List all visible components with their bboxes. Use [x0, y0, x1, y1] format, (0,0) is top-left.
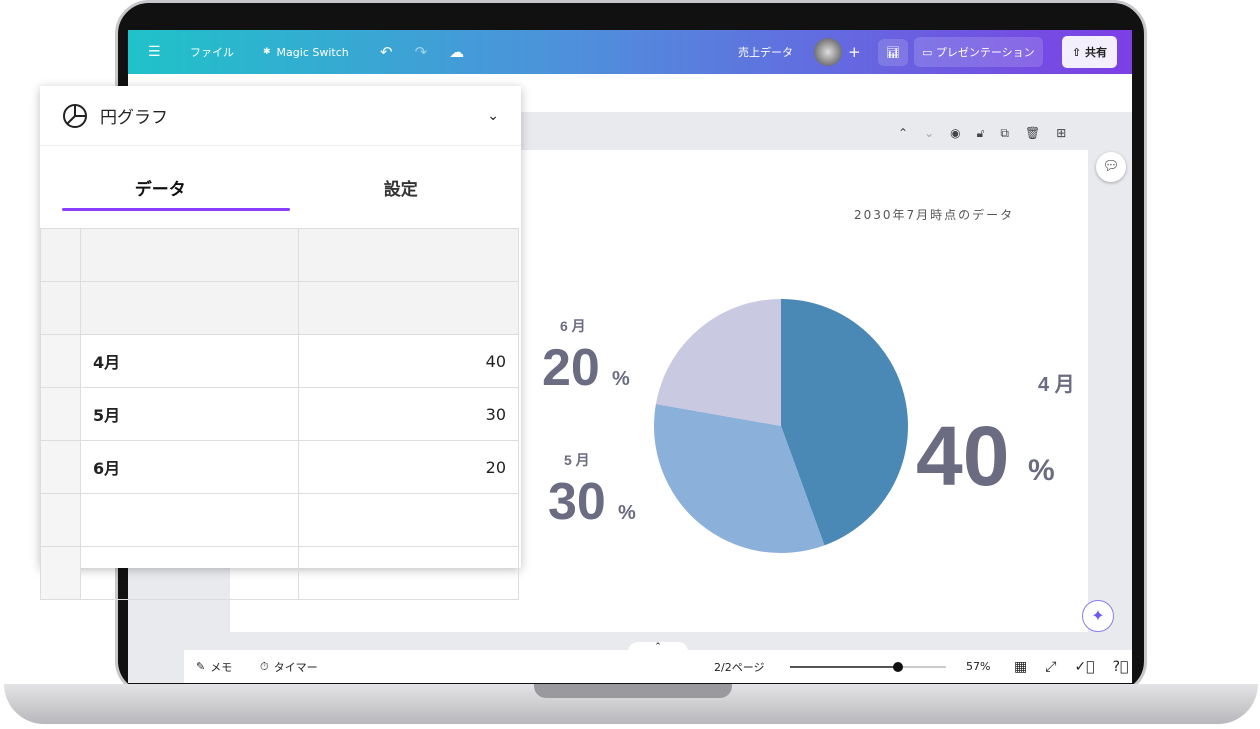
hide-icon[interactable]: ◉: [950, 126, 961, 140]
table-row: 4月 40: [40, 334, 519, 388]
table-row: [40, 493, 519, 547]
notes-button[interactable]: ✎ メモ: [196, 650, 232, 683]
share-label: 共有: [1085, 46, 1108, 59]
data-table: 4月 40 5月 30 6月 20: [40, 228, 519, 600]
table-row: 6月 20: [40, 440, 519, 494]
pie-slice-1[interactable]: [781, 299, 909, 546]
label-unit-apr: %: [1028, 454, 1055, 487]
magic-switch-button[interactable]: Magic Switch: [276, 45, 349, 59]
sparkle-icon: ✱: [263, 47, 271, 57]
duplicate-icon[interactable]: ⧉: [1000, 126, 1009, 140]
present-icon: ▭: [922, 46, 936, 59]
grid-view-icon[interactable]: ▦: [1014, 658, 1028, 675]
delete-icon[interactable]: 🗑︎: [1024, 126, 1041, 140]
label-pct-may: 30: [548, 473, 606, 531]
fullscreen-icon[interactable]: ⤢: [1045, 658, 1057, 675]
move-up-icon[interactable]: ⌃: [898, 126, 909, 140]
check-icon[interactable]: ✓⃝: [1074, 658, 1095, 675]
label-pct-jun: 20: [542, 339, 600, 397]
timer-icon: ⏱: [260, 659, 269, 673]
timer-button[interactable]: ⏱ タイマー: [260, 650, 318, 683]
tab-data[interactable]: データ: [134, 179, 186, 200]
active-tab-indicator: [62, 208, 290, 211]
upload-icon: ⇧: [1072, 46, 1086, 59]
share-button[interactable]: ⇧ 共有: [1062, 36, 1118, 68]
page-count[interactable]: 2/2ページ: [714, 660, 765, 674]
label-month-jun: 6 月: [560, 318, 586, 334]
table-row: [40, 546, 519, 600]
comment-icon[interactable]: 💬︎: [1096, 152, 1126, 182]
chart-panel: 円グラフ ⌄ データ 設定 4月 40 5月 30 6月 20: [40, 86, 521, 600]
analytics-icon[interactable]: 📊︎: [878, 38, 908, 66]
notes-icon: ✎: [196, 660, 206, 673]
design-title[interactable]: 売上データ: [738, 46, 793, 59]
top-bar: ☰ ファイル ✱ Magic Switch ↶ ↷ ☁ 売上データ + 📊︎ ▭ プレ…: [128, 30, 1132, 74]
label-month-apr: 4 月: [1038, 374, 1075, 396]
value-cell[interactable]: 20: [298, 440, 519, 494]
lock-icon[interactable]: 🔓︎: [976, 126, 985, 140]
chevron-down-icon[interactable]: ⌄: [487, 107, 499, 124]
notes-label: メモ: [210, 660, 233, 674]
undo-icon[interactable]: ↶: [380, 43, 393, 61]
header-cell[interactable]: [80, 281, 299, 335]
label-unit-jun: %: [612, 368, 630, 390]
label-cell[interactable]: 4月: [80, 334, 299, 388]
cloud-saved-icon[interactable]: ☁: [449, 43, 465, 61]
value-cell[interactable]: 30: [298, 387, 519, 441]
header-cell[interactable]: [298, 281, 519, 335]
help-icon[interactable]: ?⃝: [1112, 658, 1129, 675]
present-button[interactable]: ▭ プレゼンテーション: [914, 37, 1043, 67]
label-month-may: 5 月: [564, 452, 590, 468]
add-page-icon[interactable]: ⊞: [1056, 126, 1067, 140]
add-collaborator-icon[interactable]: +: [848, 43, 861, 61]
pie-slice-3[interactable]: [655, 299, 781, 426]
redo-icon[interactable]: ↷: [414, 43, 428, 61]
label-pct-apr: 40: [916, 409, 1010, 503]
tab-settings[interactable]: 設定: [383, 179, 418, 200]
label-cell[interactable]: 5月: [80, 387, 299, 441]
laptop-notch: [534, 684, 732, 698]
page-tools: ⌃ ⌄ ◉ 🔓︎ ⧉ 🗑︎ ⊞: [898, 126, 1066, 141]
value-cell[interactable]: 40: [298, 334, 519, 388]
slide-caption: 2030年7月時点のデータ: [854, 208, 1015, 222]
avatar[interactable]: [814, 38, 842, 66]
show-pages-button[interactable]: ⌃: [628, 642, 688, 652]
menu-icon[interactable]: ☰: [148, 44, 161, 60]
file-menu[interactable]: ファイル: [190, 46, 234, 59]
chart-type-selector[interactable]: 円グラフ ⌄: [40, 86, 521, 146]
zoom-slider-knob[interactable]: [893, 661, 904, 672]
zoom-level[interactable]: 57%: [966, 660, 991, 673]
bottom-bar: ✎ メモ ⏱ タイマー 2/2ページ 57% ▦ ⤢ ✓⃝ ?⃝: [184, 650, 1132, 683]
label-unit-may: %: [618, 502, 636, 524]
timer-label: タイマー: [273, 660, 318, 674]
label-cell[interactable]: 6月: [80, 440, 299, 494]
move-down-icon[interactable]: ⌄: [924, 126, 935, 140]
chart-type-label: 円グラフ: [100, 108, 168, 128]
present-label: プレゼンテーション: [935, 46, 1035, 59]
pie-slice-2[interactable]: [654, 403, 825, 553]
magic-assistant-button[interactable]: ✦: [1082, 600, 1114, 632]
table-row: 5月 30: [40, 387, 519, 441]
pie-chart[interactable]: [230, 150, 1088, 632]
zoom-slider[interactable]: [790, 650, 946, 683]
pie-chart-icon: [63, 103, 87, 128]
